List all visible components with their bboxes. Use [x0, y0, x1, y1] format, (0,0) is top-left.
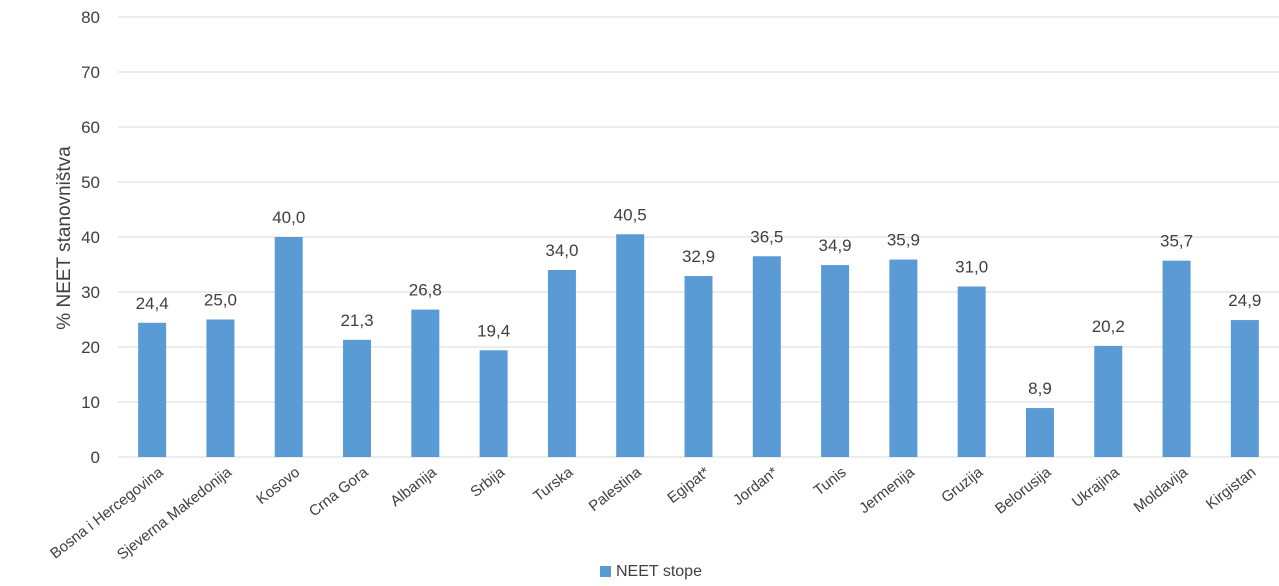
x-tick-label: Kosovo: [253, 464, 303, 508]
bar: [1230, 320, 1259, 457]
data-label: 21,3: [340, 311, 373, 330]
y-tick-label: 30: [81, 283, 100, 302]
bar: [547, 270, 576, 457]
data-label: 40,0: [272, 208, 305, 227]
data-label: 26,8: [409, 281, 442, 300]
data-label: 36,5: [750, 227, 783, 246]
y-tick-label: 40: [81, 228, 100, 247]
x-tick-label: Sjeverna Makedonija: [114, 463, 235, 563]
legend-swatch: [600, 566, 611, 577]
y-tick-label: 50: [81, 173, 100, 192]
data-label: 24,9: [1228, 291, 1261, 310]
bar: [957, 286, 986, 457]
y-tick-label: 80: [81, 8, 100, 27]
data-label: 32,9: [682, 247, 715, 266]
bar: [411, 309, 440, 457]
data-label: 40,5: [614, 205, 647, 224]
data-label: 31,0: [955, 258, 988, 277]
bar: [206, 319, 235, 457]
data-label: 34,9: [819, 236, 852, 255]
x-tick-label: Ukrajina: [1069, 463, 1123, 511]
bar: [1162, 260, 1191, 457]
y-tick-label: 20: [81, 338, 100, 357]
x-tick-label: Belorusija: [992, 463, 1055, 517]
x-tick-label: Palestina: [586, 463, 646, 515]
data-labels: 24,4 25,0 40,0 21,3 26,8 19,4 34,0 40,5 32,9 36,5…: [136, 205, 1262, 398]
bar: [684, 276, 713, 457]
x-tick-label: Turska: [530, 463, 577, 505]
data-label: 24,4: [136, 294, 169, 313]
bar: [889, 259, 918, 457]
x-tick-label: Jordan*: [730, 464, 781, 509]
bar: [821, 265, 850, 457]
legend: NEET stope: [600, 563, 702, 580]
x-tick-label: Albanija: [387, 463, 440, 510]
x-tick-label: Bosna i Hercegovina: [47, 463, 167, 562]
data-label: 19,4: [477, 321, 510, 340]
data-label: 8,9: [1028, 379, 1052, 398]
x-tick-label: Kirgistan: [1203, 464, 1259, 513]
x-tick-label: Moldavija: [1131, 463, 1192, 516]
x-tick-label: Crna Gora: [306, 463, 372, 520]
bar: [1094, 345, 1123, 457]
bar: [138, 322, 167, 457]
y-axis-ticks: 0 10 20 30 40 50 60 70 80: [81, 8, 100, 467]
y-tick-label: 0: [91, 448, 100, 467]
bar: [616, 234, 645, 457]
data-label: 35,7: [1160, 232, 1193, 251]
x-tick-label: Srbija: [467, 463, 508, 500]
gridlines: [118, 16, 1279, 458]
bar: [343, 339, 372, 457]
bar: [479, 350, 508, 457]
x-tick-label: Tunis: [811, 464, 850, 500]
x-tick-label: Gruzija: [938, 463, 986, 506]
y-tick-label: 10: [81, 393, 100, 412]
x-tick-label: Egipat*: [664, 464, 713, 507]
bars: [138, 234, 1259, 457]
legend-label: NEET stope: [616, 563, 702, 580]
bar: [274, 237, 303, 457]
y-tick-label: 70: [81, 63, 100, 82]
y-tick-label: 60: [81, 118, 100, 137]
data-label: 34,0: [545, 241, 578, 260]
data-label: 35,9: [887, 231, 920, 250]
x-tick-label: Jermenija: [856, 463, 918, 517]
data-label: 20,2: [1092, 317, 1125, 336]
data-label: 25,0: [204, 291, 237, 310]
bar: [752, 256, 781, 457]
y-axis-title: % NEET stanovništva: [54, 146, 75, 330]
bar: [1025, 408, 1054, 457]
